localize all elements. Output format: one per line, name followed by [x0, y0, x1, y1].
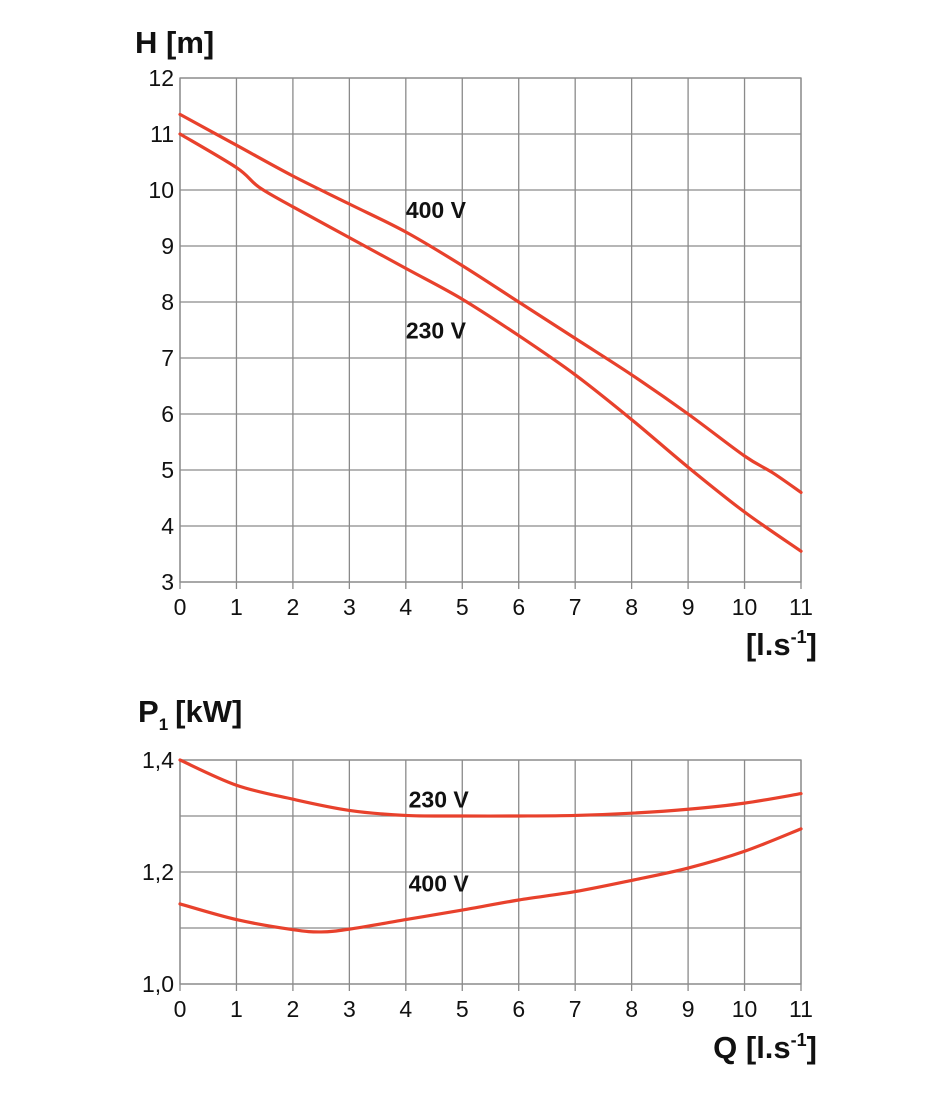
- power-chart-xtick-label-6: 6: [512, 996, 525, 1022]
- power-chart-xtick-label-5: 5: [456, 996, 469, 1022]
- power-chart-xtick-label-10: 10: [732, 996, 758, 1022]
- head-chart-ytick-label-7: 10: [148, 177, 174, 203]
- power-chart-xtick-label-9: 9: [682, 996, 695, 1022]
- power-chart-series-label-1: 400 V: [409, 871, 470, 897]
- power-chart-ytick-label-2: 1,2: [142, 859, 174, 885]
- head-chart-ytick-label-0: 3: [161, 569, 174, 595]
- power-chart-xtick-label-4: 4: [399, 996, 412, 1022]
- head-chart-ytick-label-8: 11: [150, 121, 174, 147]
- head-chart-series-400v-line: [178, 112, 803, 494]
- head-chart-xtick-label-2: 2: [287, 594, 300, 620]
- head-chart-xtick-label-3: 3: [343, 594, 356, 620]
- power-chart-xlabel: Q [l.s-1]: [713, 1030, 817, 1065]
- power-chart-xtick-label-8: 8: [625, 996, 638, 1022]
- power-chart-series-230v-line: [178, 758, 803, 818]
- head-chart-xtick-label-7: 7: [569, 594, 582, 620]
- head-chart-xtick-label-8: 8: [625, 594, 638, 620]
- head-chart-ytick-label-6: 9: [161, 233, 174, 259]
- head-chart-series-label-0: 400 V: [406, 197, 467, 223]
- head-chart-ytick-label-4: 7: [161, 345, 174, 371]
- head-chart-xlabel: [l.s-1]: [746, 627, 817, 662]
- power-chart-frame: [179, 759, 802, 985]
- head-chart-ytick-label-1: 4: [161, 513, 174, 539]
- power-chart-xtick-label-3: 3: [343, 996, 356, 1022]
- head-chart-ytick-label-2: 5: [161, 457, 174, 483]
- head-chart-series-label-1: 230 V: [406, 317, 467, 343]
- power-chart-ylabel: P1 [kW]: [138, 694, 242, 734]
- head-chart-xtick-label-11: 11: [789, 594, 813, 620]
- head-chart-xtick-label-0: 0: [174, 594, 187, 620]
- power-chart-series-400v-line: [178, 827, 803, 934]
- head-chart-xtick-label-9: 9: [682, 594, 695, 620]
- power-chart-xtick-label-0: 0: [174, 996, 187, 1022]
- head-chart-ytick-label-3: 6: [161, 401, 174, 427]
- head-chart-frame: [179, 77, 802, 583]
- head-chart-series-230v-line: [178, 132, 803, 553]
- power-chart-ytick-label-0: 1,0: [142, 971, 174, 997]
- power-chart-xtick-label-2: 2: [287, 996, 300, 1022]
- head-chart-xtick-label-4: 4: [399, 594, 412, 620]
- power-chart-ylabel-sub: 1: [159, 715, 168, 734]
- power-chart-xtick-label-7: 7: [569, 996, 582, 1022]
- power-chart-xtick-label-1: 1: [230, 996, 243, 1022]
- power-chart: 0 1 2 3 4 5 6 7 8 9 10 11 1,0 1,2 1,4 230 V 400 V: [142, 747, 813, 1022]
- head-chart-xtick-label-1: 1: [230, 594, 243, 620]
- head-chart-xtick-label-5: 5: [456, 594, 469, 620]
- head-chart-ytick-label-9: 12: [148, 65, 174, 91]
- power-chart-ytick-label-4: 1,4: [142, 747, 174, 773]
- head-chart-xtick-label-6: 6: [512, 594, 525, 620]
- power-chart-ylabel-rest: [kW]: [175, 694, 242, 729]
- power-chart-ylabel-main: P: [138, 694, 159, 729]
- power-chart-series-label-0: 230 V: [409, 787, 470, 813]
- head-chart-xtick-label-10: 10: [732, 594, 758, 620]
- power-chart-xtick-label-11: 11: [789, 996, 813, 1022]
- head-chart-ylabel: H [m]: [135, 25, 214, 60]
- head-chart-ytick-label-5: 8: [161, 289, 174, 315]
